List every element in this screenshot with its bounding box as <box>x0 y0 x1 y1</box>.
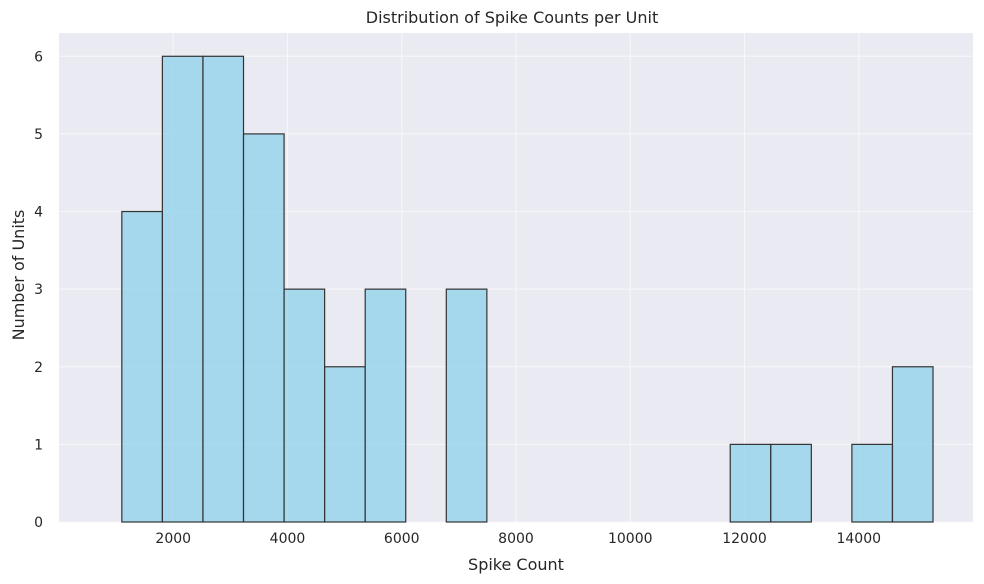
histogram-bar <box>364 288 407 523</box>
x-axis-ticks: 2000 4000 6000 8000 10000 12000 14000 <box>155 531 881 547</box>
x-axis-label: Spike Count <box>468 555 564 574</box>
histogram-bar <box>121 210 163 523</box>
x-tick-label: 6000 <box>384 531 420 547</box>
histogram-bar <box>202 55 245 523</box>
histogram-bar <box>161 55 204 523</box>
y-tick-label: 6 <box>34 49 43 65</box>
histogram-bar <box>851 443 894 523</box>
chart-title: Distribution of Spike Counts per Unit <box>366 8 659 27</box>
histogram-bar <box>324 366 366 523</box>
y-tick-label: 5 <box>34 127 43 143</box>
histogram-bar <box>729 443 772 523</box>
histogram-bar <box>891 366 934 523</box>
x-tick-label: 2000 <box>155 531 191 547</box>
y-axis-label: Number of Units <box>9 210 28 341</box>
y-tick-label: 2 <box>34 360 43 376</box>
x-tick-label: 10000 <box>608 531 653 547</box>
y-tick-label: 0 <box>34 515 43 531</box>
histogram-bar <box>283 288 326 523</box>
y-tick-label: 4 <box>34 205 43 221</box>
histogram-bar <box>445 288 488 523</box>
x-tick-label: 12000 <box>722 531 767 547</box>
x-tick-label: 8000 <box>498 531 534 547</box>
histogram-bar <box>242 133 285 523</box>
x-tick-label: 14000 <box>836 531 881 547</box>
y-tick-label: 3 <box>34 282 43 298</box>
y-tick-label: 1 <box>34 437 43 453</box>
histogram-bar <box>770 443 812 523</box>
bars <box>121 55 934 523</box>
y-axis-ticks: 0 1 2 3 4 5 6 <box>34 49 43 531</box>
x-tick-label: 4000 <box>270 531 306 547</box>
